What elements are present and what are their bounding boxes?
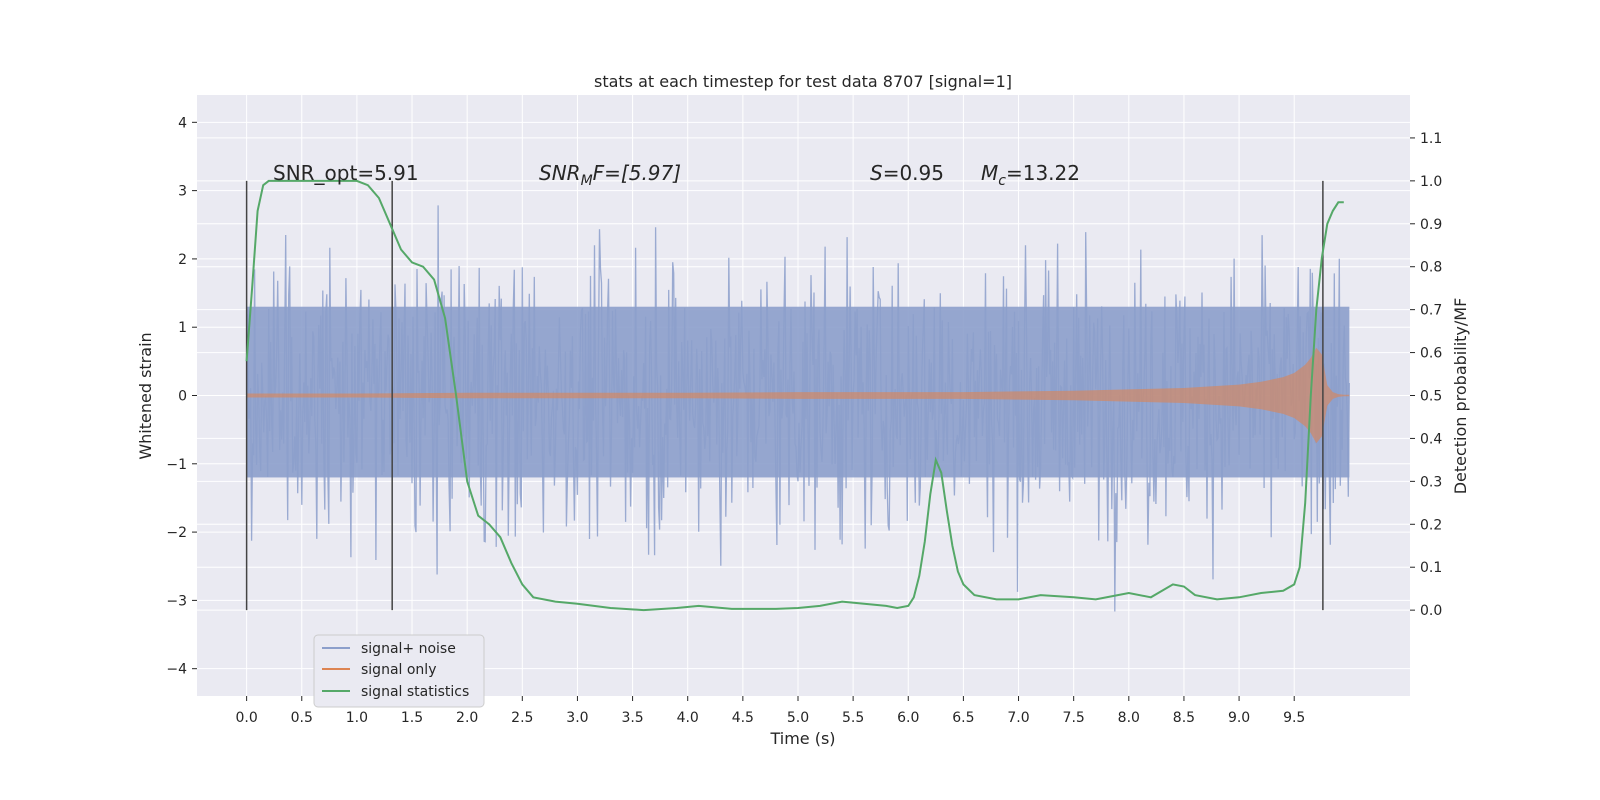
y-right-tick-label: 0.1 [1420, 560, 1442, 576]
y-right-tick-label: 1.1 [1420, 131, 1442, 147]
legend-label-signal-statistics: signal statistics [361, 684, 469, 700]
y-left-axis-label: Whitened strain [136, 332, 155, 459]
signal-only-series [246, 347, 1350, 444]
y-left-axis-ticks: 4 3 2 1 0 −1 −2 −3 −4 [166, 115, 197, 678]
snr-opt-annotation: SNR_opt=5.91 [273, 161, 419, 185]
legend-box [313, 634, 485, 708]
snr-mf-annotation: SNRMF=[5.97] [539, 161, 681, 189]
y-left-tick-label: 3 [178, 184, 187, 200]
chart-title: stats at each timestep for test data 870… [594, 72, 1012, 91]
x-tick-label: 5.0 [787, 710, 809, 726]
x-axis-label: Time (s) [769, 729, 835, 748]
x-tick-label: 2.0 [456, 710, 478, 726]
x-tick-label: 7.0 [1007, 710, 1029, 726]
y-right-tick-label: 0.7 [1420, 303, 1442, 319]
y-right-axis-label: Detection probability/MF [1451, 298, 1470, 495]
mc-symbol: M [981, 161, 998, 185]
mc-annotation: Mc=13.22 [981, 161, 1080, 189]
y-right-axis-ticks: 1.1 1.0 0.9 0.8 0.7 0.6 0.5 0.4 0.3 0.2 0.1 0.0 [1410, 131, 1442, 619]
x-axis-ticks: 0.0 0.5 1.0 1.5 2.0 2.5 3.0 3.5 4.0 4.5 5.0 5.5 6.0 6… [235, 696, 1305, 726]
x-tick-label: 9.5 [1283, 710, 1305, 726]
mc-value: =13.22 [1006, 161, 1080, 185]
x-tick-label: 2.5 [511, 710, 533, 726]
x-tick-label: 9.0 [1228, 710, 1250, 726]
y-right-tick-label: 0.5 [1420, 389, 1442, 405]
signal-only-envelope [246, 347, 1350, 444]
x-tick-label: 8.0 [1118, 710, 1140, 726]
x-tick-label: 8.5 [1173, 710, 1195, 726]
legend: signal+ noise signal only signal statist… [313, 634, 485, 708]
legend-label-signal-noise: signal+ noise [361, 641, 456, 657]
x-tick-label: 7.5 [1063, 710, 1085, 726]
y-left-tick-label: −4 [166, 662, 187, 678]
y-left-tick-label: 2 [178, 252, 187, 268]
y-left-tick-label: 0 [178, 389, 187, 405]
x-tick-label: 1.0 [346, 710, 368, 726]
signal-statistics-line [245, 179, 1344, 612]
mc-subscript: c [998, 173, 1006, 189]
y-right-tick-label: 1.0 [1420, 174, 1442, 190]
x-tick-label: 0.5 [291, 710, 313, 726]
snr-mf-symbol: SNR [539, 161, 581, 185]
y-right-tick-label: 0.9 [1420, 217, 1442, 233]
y-left-tick-label: −2 [166, 525, 187, 541]
snr-mf-subscript: M [581, 173, 593, 189]
x-tick-label: 3.0 [566, 710, 588, 726]
x-tick-label: 4.5 [732, 710, 754, 726]
x-tick-label: 5.5 [842, 710, 864, 726]
y-left-tick-label: 4 [178, 115, 187, 131]
snr-mf-value: F=[5.97] [593, 161, 681, 185]
x-tick-label: 3.5 [621, 710, 643, 726]
y-left-tick-label: −1 [166, 457, 187, 473]
x-tick-label: 4.0 [677, 710, 699, 726]
x-tick-label: 6.0 [897, 710, 919, 726]
y-right-tick-label: 0.8 [1420, 260, 1442, 276]
y-right-tick-label: 0.3 [1420, 474, 1442, 490]
x-tick-label: 1.5 [401, 710, 423, 726]
s-value: =0.95 [883, 161, 944, 185]
s-symbol: S [870, 161, 883, 185]
x-tick-label: 0.0 [235, 710, 257, 726]
s-annotation: S=0.95 [870, 161, 944, 185]
y-right-tick-label: 0.6 [1420, 346, 1442, 362]
legend-label-signal-only: signal only [361, 662, 436, 678]
signal-statistics-series [245, 179, 1344, 612]
y-left-tick-label: 1 [178, 320, 187, 336]
y-left-tick-label: −3 [166, 593, 187, 609]
y-right-tick-label: 0.0 [1420, 603, 1442, 619]
x-tick-label: 6.5 [952, 710, 974, 726]
y-right-tick-label: 0.2 [1420, 517, 1442, 533]
y-right-tick-label: 0.4 [1420, 431, 1442, 447]
